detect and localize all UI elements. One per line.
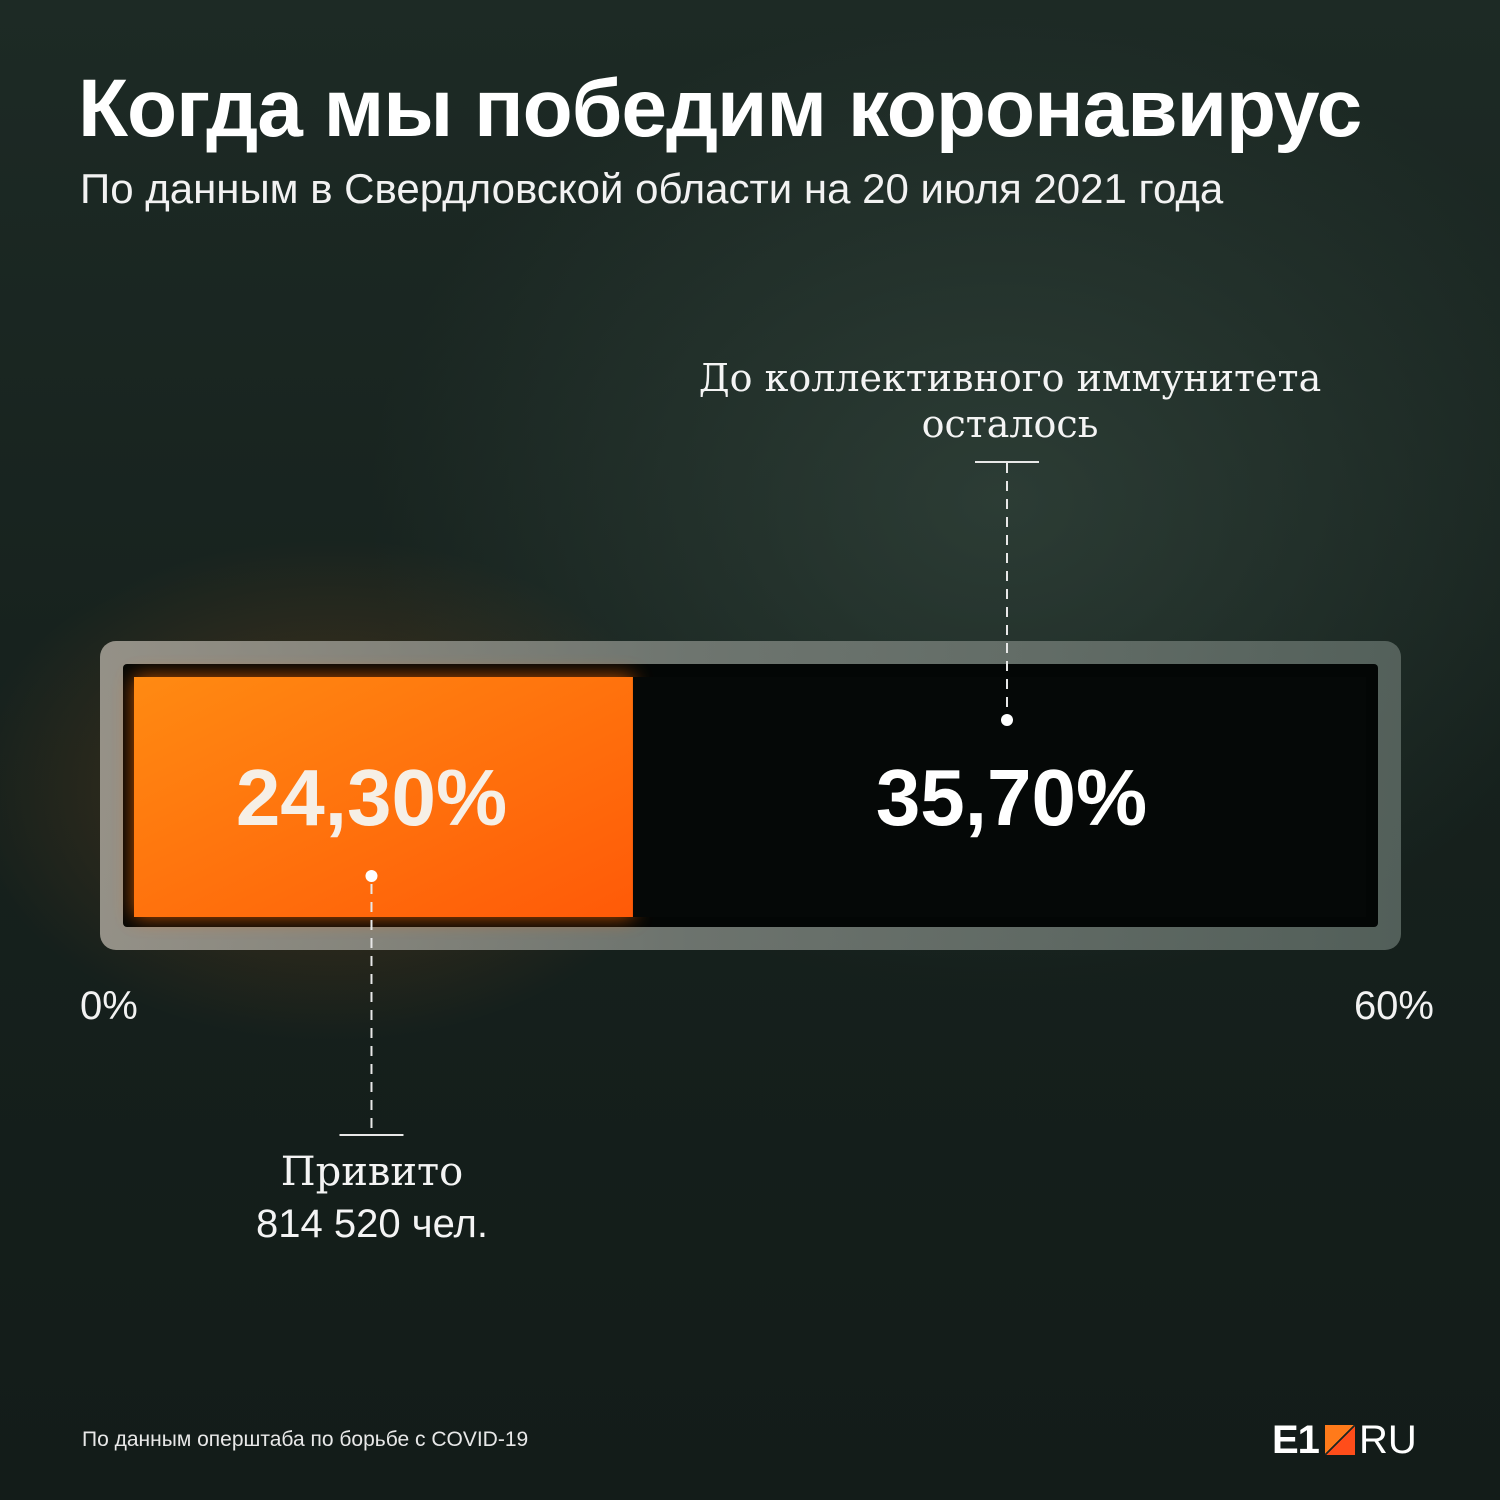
e1-logo: E1 RU <box>1272 1420 1417 1460</box>
logo-text-e1: E1 <box>1272 1418 1320 1462</box>
logo-square-icon <box>1324 1425 1355 1455</box>
remaining-leader-dot <box>1001 714 1013 726</box>
remaining-annotation: До коллективного иммунитета осталось <box>630 355 1390 447</box>
vaccinated-annotation-line-1: Привито <box>280 1149 464 1195</box>
vaccinated-annotation: Привито 814 520 чел. <box>162 1146 582 1250</box>
remaining-annotation-line-1: До коллективного иммунитета <box>698 356 1322 400</box>
axis-max-label: 60% <box>1353 984 1434 1028</box>
chart-subtitle: По данным в Свердловской области на 20 и… <box>80 165 1224 212</box>
chart-title: Когда мы победим коронавирус <box>78 63 1362 154</box>
axis-min-label: 0% <box>80 984 138 1028</box>
vaccinated-leader-dot <box>365 870 378 882</box>
remaining-bar <box>632 677 1366 917</box>
remaining-annotation-line-2: осталось <box>921 402 1099 446</box>
vaccinated-value-label: 24,30% <box>236 753 507 842</box>
logo-text-ru: RU <box>1358 1418 1417 1462</box>
source-note: По данным оперштаба по борьбе с COVID-19 <box>82 1428 529 1451</box>
remaining-value-label: 35,70% <box>876 753 1147 842</box>
vaccinated-annotation-line-2: 814 520 чел. <box>256 1202 488 1246</box>
vaccinated-bar <box>134 677 633 917</box>
